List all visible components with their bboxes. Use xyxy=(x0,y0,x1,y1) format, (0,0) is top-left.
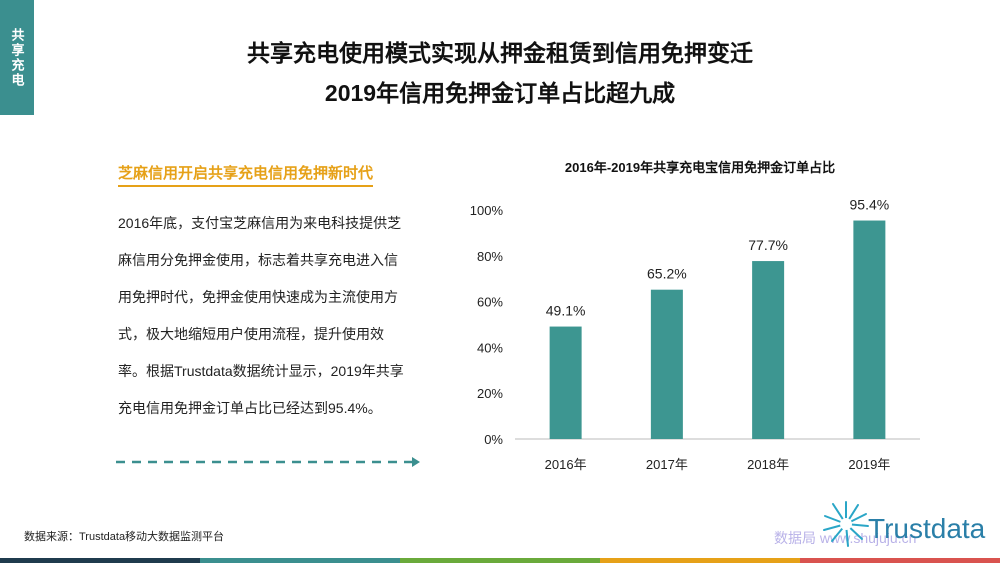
bottom-bar-segment xyxy=(800,558,1000,563)
y-tick-label: 60% xyxy=(477,295,503,310)
bar-chart: 0% 20% 40% 60% 80% 100% 49.1% 2016年 65.2% 2017年 77… xyxy=(470,197,920,472)
bottom-bar-segment xyxy=(0,558,200,563)
page-subtitle: 2019年信用免押金订单占比超九成 xyxy=(324,80,676,106)
chart-title: 2016年-2019年共享充电宝信用免押金订单占比 xyxy=(564,160,836,175)
bottom-color-bar xyxy=(0,558,1000,563)
bottom-bar-segment xyxy=(200,558,400,563)
dashed-arrow xyxy=(116,457,420,467)
data-label: 65.2% xyxy=(647,266,687,282)
bar xyxy=(549,326,582,439)
y-tick-label: 100% xyxy=(470,203,504,218)
page-title: 共享充电使用模式实现从押金租赁到信用免押变迁 xyxy=(247,40,753,66)
y-tick-label: 20% xyxy=(477,386,503,401)
y-tick-label: 0% xyxy=(484,432,503,447)
logo-text: Trustdata xyxy=(868,513,986,544)
data-source: 数据来源：Trustdata移动大数据监测平台 xyxy=(24,531,225,543)
bar xyxy=(752,261,785,439)
y-tick-label: 80% xyxy=(477,249,503,264)
section-heading: 芝麻信用开启共享充电信用免押新时代 xyxy=(118,162,374,187)
x-tick-label: 2018年 xyxy=(747,457,789,472)
description-paragraph: 2016年底，支付宝芝麻信用为来电科技提供芝麻信用分免押金使用，标志着共享充电进… xyxy=(118,215,404,416)
y-tick-label: 40% xyxy=(477,340,503,355)
trustdata-logo: Trustdata xyxy=(823,501,986,547)
bottom-bar-segment xyxy=(400,558,600,563)
data-label: 49.1% xyxy=(546,303,586,319)
bar xyxy=(853,220,886,439)
side-tab-label: 共享充电 xyxy=(9,27,25,88)
x-tick-label: 2016年 xyxy=(545,457,587,472)
side-tab: 共享充电 xyxy=(0,0,34,115)
bottom-bar-segment xyxy=(600,558,800,563)
watermark: 数据局 www.shujuju.cn xyxy=(774,530,917,546)
data-label: 95.4% xyxy=(850,197,890,213)
x-tick-label: 2017年 xyxy=(646,457,688,472)
data-label: 77.7% xyxy=(748,237,788,253)
x-tick-label: 2019年 xyxy=(848,457,890,472)
bar xyxy=(650,289,683,439)
